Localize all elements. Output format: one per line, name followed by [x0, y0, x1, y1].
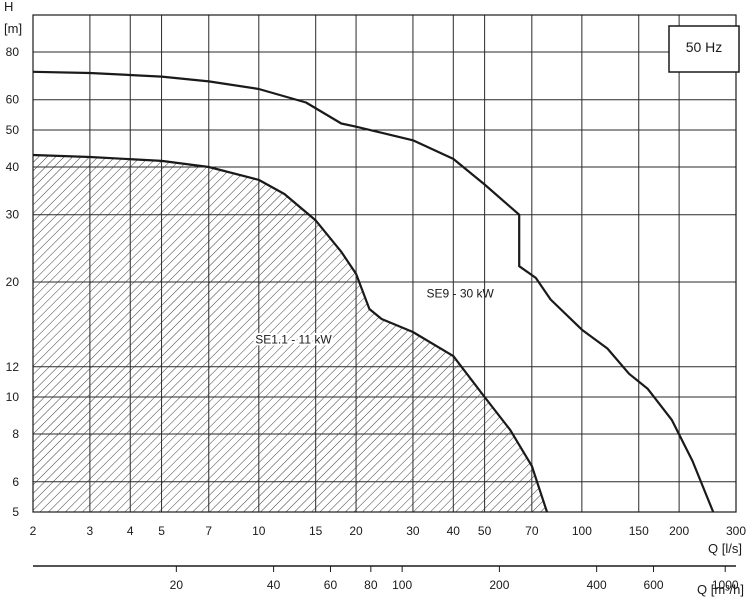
series-line-se9-30-kw [32, 70, 715, 513]
x-tick-label-200: 200 [669, 524, 689, 538]
y-tick-label-50: 50 [6, 123, 20, 137]
x-tick-label-150: 150 [629, 524, 649, 538]
x2-tick-label-1000: 1000 [712, 578, 739, 592]
series-label-se1-1-11-kw: SE1.1 - 11 kW [255, 333, 332, 347]
tick-labels-group: 2 3 4 5 7 10 15 20 30 40 50 70 100 150 200 300 5 6 8 10 12 20… [6, 45, 747, 538]
x-tick-label-20: 20 [349, 524, 363, 538]
x2-tick-label-200: 200 [489, 578, 509, 592]
grid-lines [33, 15, 736, 512]
x-tick-label-10: 10 [252, 524, 266, 538]
curves-group: SE1.1 - 11 kW SE9 - 30 kW [32, 70, 715, 513]
x-axis-title: Q [l/s] [708, 541, 742, 556]
y-tick-label-40: 40 [6, 160, 20, 174]
y-tick-label-80: 80 [6, 45, 20, 59]
secondary-axis-ticks: 20 40 60 80 100 200 400 600 1000 [170, 566, 739, 592]
secondary-axis-title: Q [m³/h] [697, 582, 744, 597]
y-tick-label-10: 10 [6, 390, 20, 404]
y-tick-label-8: 8 [12, 427, 19, 441]
x-tick-label-15: 15 [309, 524, 323, 538]
plot-frame [32, 14, 737, 513]
x-tick-label-30: 30 [406, 524, 420, 538]
x2-tick-label-80: 80 [364, 578, 378, 592]
y-tick-label-20: 20 [6, 275, 20, 289]
y-axis-title-h: H [4, 0, 13, 14]
x-tick-label-2: 2 [30, 524, 37, 538]
x-tick-label-4: 4 [127, 524, 134, 538]
series-label-se9-30-kw: SE9 - 30 kW [426, 287, 494, 301]
x2-tick-label-400: 400 [587, 578, 607, 592]
speed-badge-box [668, 25, 740, 73]
y-axis-title: H [m] [4, 0, 22, 36]
x-tick-label-300: 300 [726, 524, 746, 538]
x-tick-label-40: 40 [447, 524, 461, 538]
x2-tick-label-60: 60 [324, 578, 338, 592]
x2-tick-label-100: 100 [392, 578, 412, 592]
x-tick-label-50: 50 [478, 524, 492, 538]
speed-badge: 50 Hz [668, 25, 740, 73]
x-tick-label-3: 3 [87, 524, 94, 538]
y-tick-label-12: 12 [6, 360, 20, 374]
y-tick-label-30: 30 [6, 208, 20, 222]
x2-tick-label-20: 20 [170, 578, 184, 592]
y-tick-label-6: 6 [12, 475, 19, 489]
x2-tick-label-600: 600 [644, 578, 664, 592]
y-tick-label-5: 5 [12, 505, 19, 519]
y-axis-title-unit: [m] [4, 21, 22, 36]
x-tick-label-100: 100 [572, 524, 592, 538]
x2-tick-label-40: 40 [267, 578, 281, 592]
series-line-se1-1-11-kw [32, 153, 549, 513]
y-tick-label-60: 60 [6, 93, 20, 107]
x-tick-label-7: 7 [205, 524, 212, 538]
x-tick-label-5: 5 [158, 524, 165, 538]
x-tick-label-70: 70 [525, 524, 539, 538]
speed-badge-text: 50 Hz [686, 39, 723, 55]
